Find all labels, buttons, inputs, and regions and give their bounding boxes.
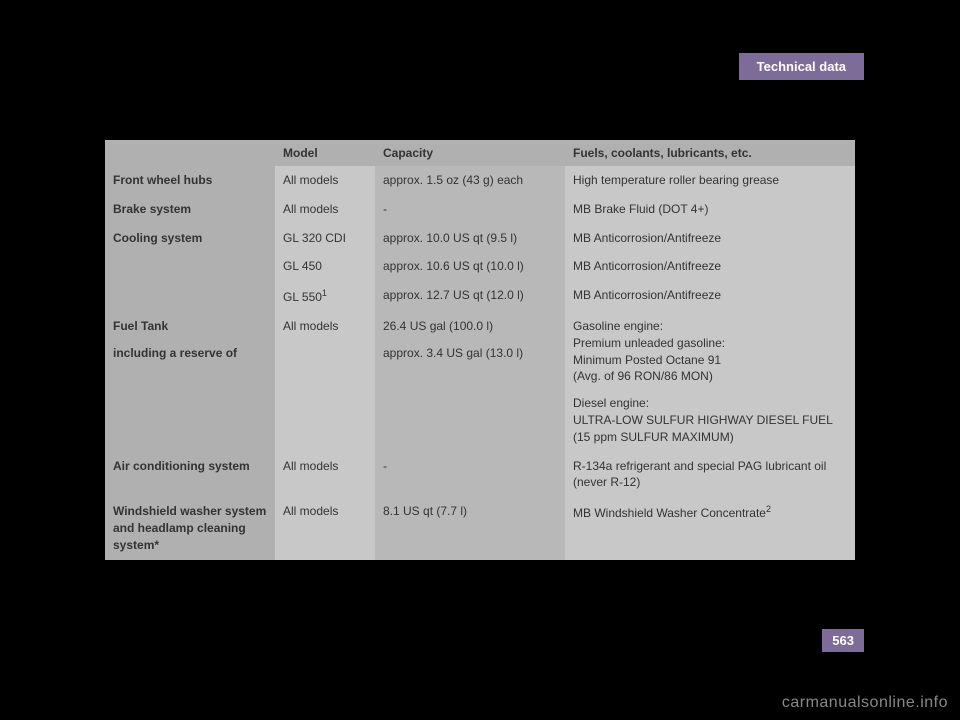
- capacity-cell: approx. 10.6 US qt (10.0 l): [375, 252, 565, 281]
- col-header-model: Model: [275, 140, 375, 166]
- model-cell: All models: [275, 452, 375, 498]
- capacity-cell: -: [375, 452, 565, 498]
- table-header-row: Model Capacity Fuels, coolants, lubrican…: [105, 140, 855, 166]
- model-cell: GL 320 CDI: [275, 224, 375, 253]
- model-cell: GL 450: [275, 252, 375, 281]
- table-row: Fuel Tank including a reserve of All mod…: [105, 312, 855, 452]
- capacities-table: Model Capacity Fuels, coolants, lubrican…: [105, 140, 855, 560]
- model-cell: GL 5501: [275, 281, 375, 312]
- category-cell: Cooling system: [105, 224, 275, 312]
- fluid-cell: Gasoline engine: Premium unleaded gasoli…: [565, 312, 855, 452]
- category-cell: Windshield washer system and headlamp cl…: [105, 497, 275, 559]
- table-row: Windshield washer system and headlamp cl…: [105, 497, 855, 559]
- model-cell: All models: [275, 312, 375, 452]
- fluid-cell: MB Windshield Washer Concentrate2: [565, 497, 855, 559]
- col-header-fluids: Fuels, coolants, lubricants, etc.: [565, 140, 855, 166]
- watermark: carmanualsonline.info: [782, 694, 948, 712]
- capacity-cell: approx. 12.7 US qt (12.0 l): [375, 281, 565, 312]
- category-cell: Brake system: [105, 195, 275, 224]
- model-cell: All models: [275, 166, 375, 195]
- table-row: Front wheel hubs All models approx. 1.5 …: [105, 166, 855, 195]
- category-cell: Front wheel hubs: [105, 166, 275, 195]
- capacity-cell: 26.4 US gal (100.0 l) approx. 3.4 US gal…: [375, 312, 565, 452]
- fluid-cell: R-134a refrigerant and special PAG lubri…: [565, 452, 855, 498]
- fluid-cell: MB Brake Fluid (DOT 4+): [565, 195, 855, 224]
- table-row: Air conditioning system All models - R-1…: [105, 452, 855, 498]
- col-header-blank: [105, 140, 275, 166]
- fluid-cell: MB Anticorrosion/Antifreeze: [565, 252, 855, 281]
- capacity-cell: approx. 1.5 oz (43 g) each: [375, 166, 565, 195]
- model-cell: All models: [275, 195, 375, 224]
- table-row: Cooling system GL 320 CDI approx. 10.0 U…: [105, 224, 855, 253]
- col-header-capacity: Capacity: [375, 140, 565, 166]
- fluid-cell: High temperature roller bearing grease: [565, 166, 855, 195]
- model-cell: All models: [275, 497, 375, 559]
- capacity-cell: -: [375, 195, 565, 224]
- header-tab: Technical data: [739, 53, 864, 80]
- fluid-cell: MB Anticorrosion/Antifreeze: [565, 281, 855, 312]
- category-cell: Fuel Tank including a reserve of: [105, 312, 275, 452]
- page-number: 563: [822, 629, 864, 652]
- table-row: Brake system All models - MB Brake Fluid…: [105, 195, 855, 224]
- capacity-cell: 8.1 US qt (7.7 l): [375, 497, 565, 559]
- capacity-cell: approx. 10.0 US qt (9.5 l): [375, 224, 565, 253]
- category-cell: Air conditioning system: [105, 452, 275, 498]
- fluid-cell: MB Anticorrosion/Antifreeze: [565, 224, 855, 253]
